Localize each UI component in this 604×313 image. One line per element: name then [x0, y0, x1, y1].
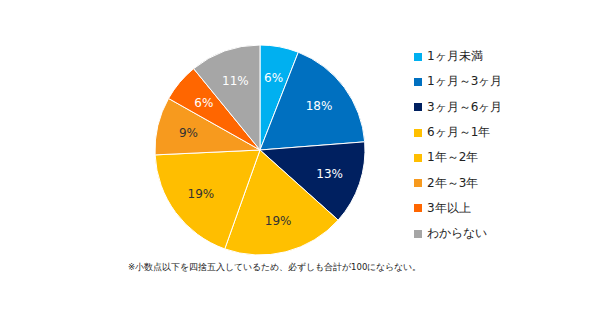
svg-text:19%: 19%: [265, 214, 292, 228]
html-text:わからない: わからない: [427, 226, 487, 241]
html-text:2年～3年: 2年～3年: [427, 175, 479, 190]
html-text:1年～2年: 1年～2年: [427, 150, 479, 165]
svg-text:18%: 18%: [306, 99, 333, 113]
svg-text:11%: 11%: [222, 74, 249, 88]
html-text:1ヶ月未満: 1ヶ月未満: [427, 49, 483, 64]
html-text:3ヶ月～6ヶ月: 3ヶ月～6ヶ月: [427, 99, 503, 114]
svg-text:19%: 19%: [188, 187, 215, 201]
svg-text:6%: 6%: [194, 96, 213, 110]
svg-text:13%: 13%: [316, 167, 343, 181]
svg-text:9%: 9%: [179, 126, 198, 140]
html-text:3年以上: 3年以上: [427, 200, 471, 215]
html-text:1ヶ月～3ヶ月: 1ヶ月～3ヶ月: [427, 74, 503, 89]
html-text:6ヶ月～1年: 6ヶ月～1年: [427, 125, 491, 139]
svg-text:6%: 6%: [264, 71, 283, 85]
html-text:※小数点以下を四捨五入しているため、必ずしも合計が100にな: ※小数点以下を四捨五入しているため、必ずしも合計が100にならない。: [128, 262, 422, 272]
